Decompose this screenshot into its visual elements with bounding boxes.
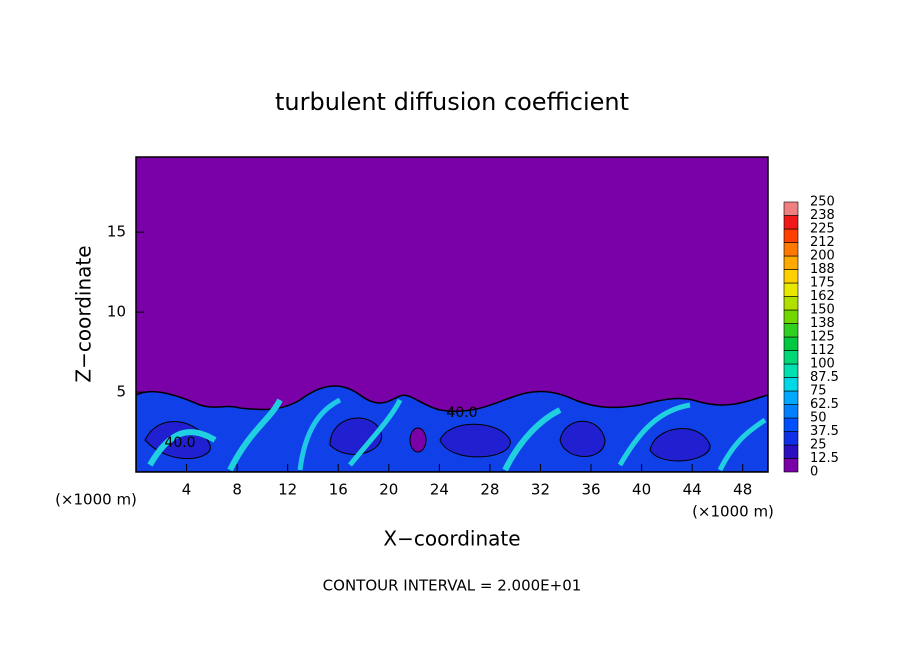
colorbar-box — [783, 458, 799, 473]
colorbar-label: 75 — [810, 384, 827, 399]
colorbar-box — [783, 201, 799, 216]
contour-label: 40.0 — [446, 405, 477, 421]
colorbar-box — [783, 377, 799, 392]
colorbar-label: 0 — [810, 465, 818, 480]
colorbar-label: 162 — [810, 289, 835, 304]
x-axis-label: X−coordinate — [383, 527, 520, 551]
colorbar-label: 112 — [810, 343, 835, 358]
chart-title: turbulent diffusion coefficient — [275, 88, 629, 116]
x-tick-label: 32 — [531, 481, 550, 499]
x-tick-label: 24 — [430, 481, 449, 499]
x-tick-label: 36 — [581, 481, 600, 499]
x-tick-label: 16 — [329, 481, 348, 499]
x-tick-label: 8 — [232, 481, 242, 499]
colorbar-label: 225 — [810, 222, 835, 237]
colorbar-label: 87.5 — [810, 370, 839, 385]
colorbar-box — [783, 296, 799, 311]
colorbar-box — [783, 350, 799, 365]
colorbar-box — [783, 390, 799, 405]
colorbar-box — [783, 404, 799, 419]
y-tick-label: 5 — [116, 383, 126, 401]
colorbar-box — [783, 431, 799, 446]
y-tick-label: 15 — [107, 223, 126, 241]
colorbar-box — [783, 336, 799, 351]
x-tick-label: 48 — [733, 481, 752, 499]
colorbar-label: 12.5 — [810, 451, 839, 466]
colorbar-label: 125 — [810, 330, 835, 345]
y-unit: (×1000 m) — [55, 491, 137, 509]
colorbar-box — [783, 255, 799, 270]
x-tick-label: 28 — [480, 481, 499, 499]
colorbar-box — [783, 228, 799, 243]
colorbar-box — [783, 309, 799, 324]
colorbar-label: 50 — [810, 411, 827, 426]
colorbar-label: 62.5 — [810, 397, 839, 412]
x-tick-label: 44 — [683, 481, 702, 499]
colorbar-box — [783, 282, 799, 297]
colorbar-box — [783, 269, 799, 284]
plot-frame — [135, 156, 769, 473]
colorbar-label: 212 — [810, 235, 835, 250]
y-tick-label: 10 — [107, 303, 126, 321]
x-tick-label: 12 — [278, 481, 297, 499]
colorbar-label: 150 — [810, 303, 835, 318]
colorbar-box — [783, 215, 799, 230]
colorbar-box — [783, 417, 799, 432]
colorbar-label: 100 — [810, 357, 835, 372]
colorbar-label: 37.5 — [810, 424, 839, 439]
x-unit: (×1000 m) — [692, 503, 774, 521]
colorbar-label: 25 — [810, 438, 827, 453]
colorbar-box — [783, 444, 799, 459]
colorbar-label: 250 — [810, 195, 835, 210]
colorbar-box — [783, 242, 799, 257]
field — [136, 385, 768, 472]
colorbar-label: 175 — [810, 276, 835, 291]
colorbar-label: 138 — [810, 316, 835, 331]
x-tick-label: 20 — [379, 481, 398, 499]
contour-label: 40.0 — [164, 435, 195, 451]
colorbar-label: 200 — [810, 249, 835, 264]
colorbar-label: 188 — [810, 262, 835, 277]
footer: CONTOUR INTERVAL = 2.000E+01 — [323, 577, 582, 595]
y-axis-label: Z−coordinate — [72, 245, 96, 382]
colorbar-label: 238 — [810, 208, 835, 223]
x-tick-label: 4 — [182, 481, 192, 499]
x-tick-label: 40 — [632, 481, 651, 499]
colorbar-box — [783, 363, 799, 378]
colorbar-box — [783, 323, 799, 338]
